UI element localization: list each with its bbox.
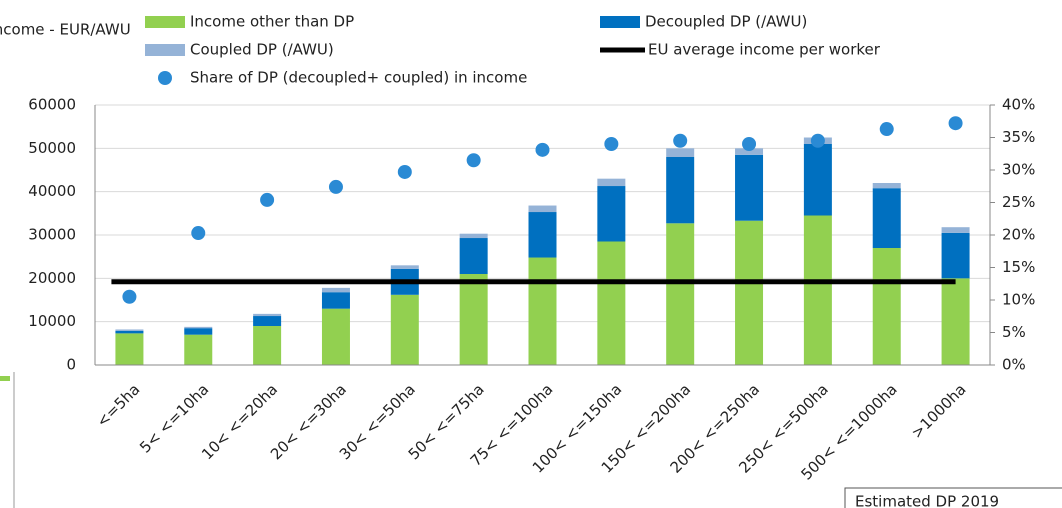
y2-tick-label: 0% <box>1002 356 1026 374</box>
share-dot <box>397 164 412 179</box>
share-dot <box>328 179 343 194</box>
y2-tick-label: 15% <box>1002 258 1035 276</box>
share-dot <box>604 137 619 151</box>
y2-tick-label: 30% <box>1002 161 1035 179</box>
legend-label: Share of DP (decoupled+ coupled) in inco… <box>190 69 527 87</box>
bar-segment <box>253 313 282 317</box>
bar-segment <box>528 212 557 258</box>
bar-segment <box>253 316 282 326</box>
bar-segment <box>666 223 695 365</box>
share-dot <box>260 192 275 207</box>
share-dot <box>879 122 894 137</box>
y2-tick-label: 35% <box>1002 128 1035 146</box>
bar-segment <box>184 328 213 335</box>
bar-segment <box>321 308 350 365</box>
legend-swatch <box>158 71 172 85</box>
y2-tick-label: 10% <box>1002 291 1035 309</box>
legend-swatch <box>145 44 185 56</box>
bar-segment <box>597 241 626 365</box>
legend-label: Income other than DP <box>190 13 354 31</box>
share-dot <box>673 133 688 148</box>
bar-segment <box>390 294 419 365</box>
bar-segment <box>459 238 488 274</box>
legend-swatch <box>600 16 640 28</box>
y-tick-label: 20000 <box>28 269 76 287</box>
bar-segment <box>184 334 213 365</box>
share-dot <box>742 137 757 151</box>
bar-segment <box>115 330 144 334</box>
bar-segment <box>184 326 213 329</box>
bar-segment <box>390 265 419 269</box>
bar-segment <box>321 292 350 309</box>
bar-segment <box>941 278 970 365</box>
share-dot <box>191 226 206 241</box>
bar-segment <box>597 186 626 242</box>
bar-segment <box>735 148 764 155</box>
bar-segment <box>253 326 282 365</box>
y2-tick-label: 40% <box>1002 96 1035 114</box>
y-tick-label: 0 <box>66 356 76 374</box>
bar-segment <box>941 227 970 233</box>
share-dot <box>810 133 825 148</box>
bar-segment <box>115 329 144 331</box>
annotation-box <box>844 487 1062 508</box>
y-tick-label: 10000 <box>28 312 76 330</box>
share-dot <box>535 142 550 157</box>
bar-segment <box>528 257 557 365</box>
bar-segment <box>321 287 350 293</box>
decoration <box>0 376 10 381</box>
share-dot <box>948 116 963 131</box>
bar-segment <box>872 183 901 189</box>
legend-label: Coupled DP (/AWU) <box>190 41 334 59</box>
bar-segment <box>666 157 695 224</box>
bar-segment <box>735 220 764 365</box>
y2-tick-label: 25% <box>1002 193 1035 211</box>
bar-segment <box>941 232 970 279</box>
legend-label: Decoupled DP (/AWU) <box>645 13 807 31</box>
legend-swatch <box>145 16 185 28</box>
bar-segment <box>597 178 626 187</box>
y2-tick-label: 20% <box>1002 226 1035 244</box>
y-axis-label: Income - EUR/AWU <box>0 21 131 39</box>
y-tick-label: 40000 <box>28 182 76 200</box>
bar-segment <box>872 188 901 248</box>
y-tick-label: 30000 <box>28 226 76 244</box>
bar-segment <box>803 215 832 365</box>
x-tick-label: >1000ha <box>908 380 970 442</box>
y-tick-label: 60000 <box>28 96 76 114</box>
bar-segment <box>803 144 832 216</box>
bar-segment <box>528 205 557 213</box>
bar-segment <box>115 333 144 365</box>
bar-segment <box>872 248 901 365</box>
y2-tick-label: 5% <box>1002 323 1026 341</box>
legend-label: EU average income per worker <box>648 41 881 59</box>
bar-segment <box>459 233 488 239</box>
x-tick-label: 5< <=10ha <box>136 380 212 456</box>
share-dot <box>122 289 137 304</box>
x-tick-label: <=5ha <box>93 380 143 430</box>
annotation: Estimated DP 2019 <box>855 493 999 508</box>
share-dot <box>466 153 481 168</box>
bar-segment <box>666 148 695 157</box>
bar-segment <box>735 154 764 221</box>
bar-segment <box>459 274 488 365</box>
y-tick-label: 50000 <box>28 139 76 157</box>
